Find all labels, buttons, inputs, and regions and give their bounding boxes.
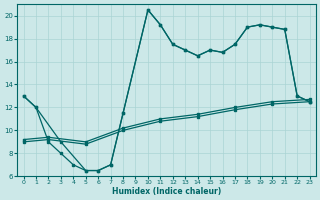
X-axis label: Humidex (Indice chaleur): Humidex (Indice chaleur) bbox=[112, 187, 221, 196]
